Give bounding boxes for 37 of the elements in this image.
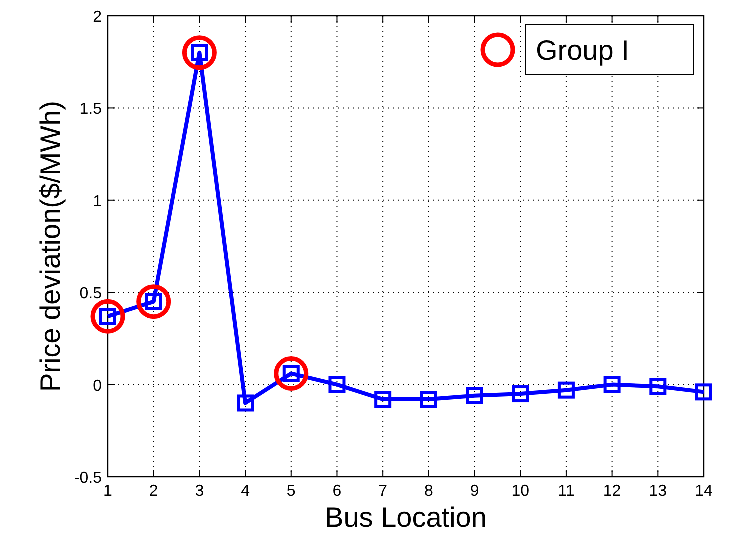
x-tick-label: 8 xyxy=(424,483,434,500)
point xyxy=(558,382,575,399)
point xyxy=(420,391,438,408)
x-tick-label: 6 xyxy=(332,483,342,500)
legend-label: Group I xyxy=(536,35,630,66)
point xyxy=(466,387,484,404)
x-tick-label: 2 xyxy=(149,483,158,500)
y-tick-label: 1.5 xyxy=(80,101,102,118)
x-tick-label: 1 xyxy=(104,483,113,500)
point xyxy=(328,376,346,394)
point xyxy=(90,299,126,334)
x-tick-label: 7 xyxy=(378,483,388,500)
point xyxy=(650,378,667,396)
x-tick-label: 12 xyxy=(603,483,622,500)
point xyxy=(604,376,621,394)
point xyxy=(136,284,172,320)
point xyxy=(696,384,712,401)
y-tick-label: 2 xyxy=(93,9,102,26)
y-tick-label: 0.5 xyxy=(80,286,102,303)
y-axis-title: Price deviation($/MWh) xyxy=(35,101,66,392)
y-tick-label: 0 xyxy=(93,378,102,395)
x-tick-label: 10 xyxy=(512,483,530,500)
x-tick-label: 3 xyxy=(195,483,204,500)
x-tick-label: 4 xyxy=(241,483,250,500)
point xyxy=(182,36,217,70)
x-tick-label: 14 xyxy=(695,483,713,500)
point xyxy=(374,391,392,408)
x-tick-label: 11 xyxy=(558,483,575,500)
point xyxy=(512,386,530,403)
point xyxy=(237,394,254,412)
x-tick-label: 5 xyxy=(286,483,296,500)
point xyxy=(274,356,309,391)
y-tick-label: 1 xyxy=(93,193,102,210)
x-axis-title: Bus Location xyxy=(325,502,487,533)
y-tick-label: -0.5 xyxy=(74,470,102,487)
x-tick-label: 13 xyxy=(649,483,668,500)
x-tick-label: 9 xyxy=(470,483,480,500)
